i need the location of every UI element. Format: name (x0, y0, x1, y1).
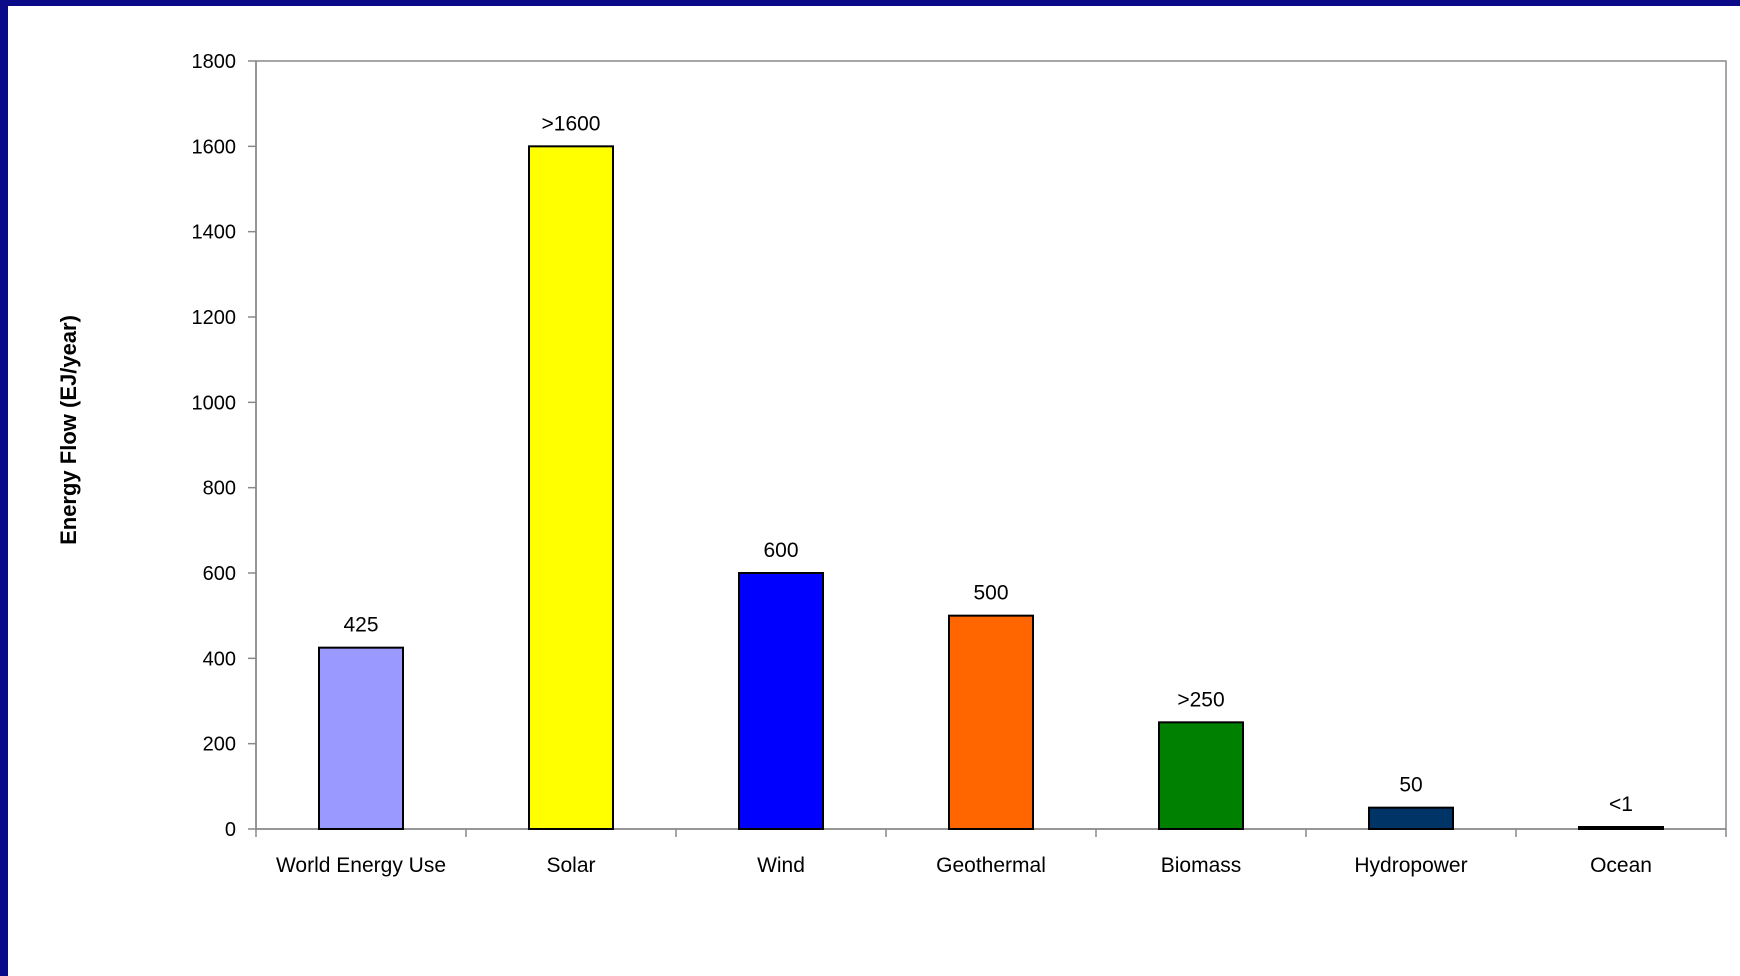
x-tick-label: Geothermal (936, 854, 1046, 877)
y-tick-label: 1000 (192, 392, 237, 414)
x-axis: World Energy Use Solar Wind Geothermal Bioma… (255, 828, 1727, 877)
x-tick-label: Ocean (1590, 854, 1652, 877)
bar (1158, 721, 1244, 830)
bar (1578, 826, 1664, 830)
x-tick-label: Biomass (1161, 854, 1242, 877)
bar-value-label: <1 (1609, 793, 1633, 816)
bar (738, 572, 824, 830)
bar-value-label: 500 (973, 582, 1008, 605)
y-axis: 0 200 400 600 800 1000 1200 1400 1600 1800 (192, 51, 257, 841)
bar-value-label: >1600 (542, 112, 601, 135)
x-tick-label: Wind (757, 854, 805, 877)
y-tick-label: 600 (203, 563, 236, 585)
y-tick-label: 400 (203, 648, 236, 670)
y-axis-title: Energy Flow (EJ/year) (56, 315, 81, 545)
x-tick-label: Solar (546, 854, 595, 877)
bar (528, 145, 614, 831)
y-tick-label: 1200 (192, 307, 237, 329)
x-tick-label: World Energy Use (276, 854, 446, 877)
bar-value-label: 600 (763, 539, 798, 562)
bars (318, 145, 1664, 831)
bar (318, 646, 404, 831)
bar (1368, 806, 1454, 831)
y-tick-label: 800 (203, 478, 236, 500)
bar (948, 614, 1034, 831)
y-tick-label: 200 (203, 734, 236, 756)
y-tick-label: 1800 (192, 51, 237, 73)
y-tick-label: 1400 (192, 222, 237, 244)
bar-value-label: >250 (1177, 688, 1224, 711)
bar-value-label: 425 (343, 614, 378, 637)
bar-value-label: 50 (1399, 774, 1422, 797)
y-tick-label: 1600 (192, 136, 237, 158)
y-tick-label: 0 (225, 819, 236, 841)
x-tick-label: Hydropower (1354, 854, 1467, 877)
data-labels: 425 >1600 600 500 >250 50 <1 (343, 112, 1633, 816)
